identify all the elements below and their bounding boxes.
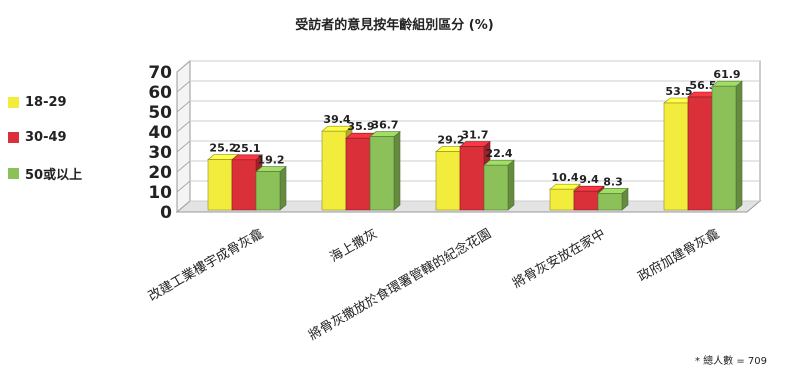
chart-side-wall [176,59,191,214]
data-label-0-1: 39.4 [323,113,350,126]
legend-swatch-18-29 [8,96,19,108]
data-label-1-1: 35.9 [347,120,374,133]
bar-0-1 [321,130,347,211]
x-category-label-2: 將骨灰撒放於食環署管轄的紀念花園 [306,226,494,344]
data-label-1-0: 25.1 [233,142,260,155]
y-tick-label-30: 30 [148,143,172,163]
bar-0-2 [435,151,461,211]
bar-0-4 [663,102,689,211]
legend-item-30-49: 30-49 [8,127,67,147]
x-category-label-0: 改建工業樓宇成骨灰龕 [145,226,266,305]
legend-swatch-30-49 [8,131,19,143]
data-label-2-0: 19.2 [257,154,284,167]
x-category-label-1: 海上撒灰 [327,226,380,266]
x-category-label-4: 政府加建骨灰龕 [635,226,722,285]
legend-item-50-plus: 50或以上 [8,163,82,183]
data-label-1-2: 31.7 [461,129,488,142]
legend-label-18-29: 18-29 [25,94,67,110]
data-label-0-3: 10.4 [551,171,578,184]
chart-title: 受訪者的意見按年齡組別區分 (%) [295,18,494,33]
y-tick-label-50: 50 [148,103,172,123]
bar-2-1 [369,136,395,211]
gridline-side-50 [176,100,191,113]
data-label-2-1: 36.7 [371,119,398,132]
bar-1-1 [345,137,371,211]
gridline-side-20 [176,160,191,173]
gridline-side-70 [176,60,191,73]
y-tick-label-40: 40 [148,123,172,143]
bar-2-4-side [735,80,743,211]
data-label-1-4: 56.5 [689,79,716,92]
data-label-2-4: 61.9 [713,68,740,81]
y-tick-label-70: 70 [148,63,172,83]
gridline-side-60 [176,80,191,93]
data-label-2-3: 8.3 [603,175,623,188]
legend-label-30-49: 30-49 [25,129,67,145]
gridline-side-0 [176,200,191,213]
bar-0-0 [207,159,233,211]
y-tick-label-10: 10 [148,183,172,203]
legend-label-50-plus: 50或以上 [25,167,83,183]
gridline-side-10 [176,180,191,193]
data-label-2-2: 22.4 [485,147,512,160]
legend-swatch-50-plus [8,167,19,179]
legend-item-18-29: 18-29 [8,92,67,112]
bar-1-2 [459,146,485,211]
bar-0-3 [549,188,575,211]
bar-2-0-side [279,165,287,211]
y-tick-label-60: 60 [148,83,172,103]
bar-1-0 [231,159,257,211]
x-category-label-3: 將骨灰安放在家中 [510,226,608,292]
data-label-0-4: 53.5 [665,85,692,98]
gridline-side-40 [176,120,191,133]
bar-2-0 [255,171,281,211]
total-respondents-note: * 總人數 = 709 [694,356,767,367]
data-label-1-3: 9.4 [579,173,599,186]
bar-2-2 [483,164,509,211]
bar-2-2-side [507,159,515,211]
bar-1-3 [573,190,599,211]
y-tick-label-20: 20 [148,163,172,183]
bar-2-4 [711,85,737,211]
bar-2-3 [597,193,623,211]
data-label-0-2: 29.2 [437,134,464,147]
bar-2-1-side [393,130,401,211]
y-tick-label-0: 0 [160,203,172,223]
gridline-side-30 [176,140,191,153]
data-label-0-0: 25.2 [209,142,236,155]
bar-1-4 [687,96,713,211]
